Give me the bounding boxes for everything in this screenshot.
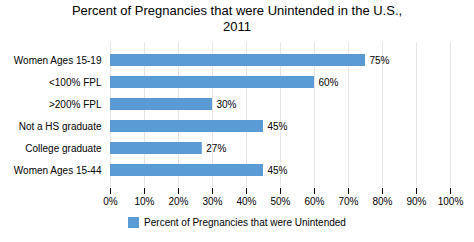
- svg-text:<100% FPL: <100% FPL: [49, 77, 102, 88]
- svg-text:60%: 60%: [304, 196, 324, 207]
- svg-text:100%: 100%: [438, 196, 464, 207]
- svg-text:30%: 30%: [202, 196, 222, 207]
- svg-text:50%: 50%: [270, 196, 290, 207]
- svg-text:20%: 20%: [168, 196, 188, 207]
- html-text:Percent of Pregnancies that we: Percent of Pregnancies that were Uninten…: [71, 3, 403, 34]
- svg-text:90%: 90%: [406, 196, 426, 207]
- html-text:Percent of Pregnancies that we: Percent of Pregnancies that were Uninten…: [144, 216, 346, 228]
- svg-text:45%: 45%: [268, 165, 288, 176]
- svg-text:>200% FPL: >200% FPL: [49, 99, 102, 110]
- svg-text:70%: 70%: [338, 196, 358, 207]
- svg-text:Women Ages 15-44: Women Ages 15-44: [14, 165, 102, 176]
- svg-text:College graduate: College graduate: [25, 143, 102, 154]
- svg-text:Women Ages 15-19: Women Ages 15-19: [14, 55, 102, 66]
- svg-text:10%: 10%: [134, 196, 154, 207]
- svg-text:60%: 60%: [319, 77, 339, 88]
- svg-text:45%: 45%: [268, 121, 288, 132]
- svg-text:27%: 27%: [206, 143, 226, 154]
- svg-text:75%: 75%: [370, 55, 390, 66]
- svg-text:80%: 80%: [372, 196, 392, 207]
- svg-text:0%: 0%: [103, 196, 118, 207]
- svg-text:30%: 30%: [217, 99, 237, 110]
- svg-text:40%: 40%: [236, 196, 256, 207]
- svg-text:Not a HS graduate: Not a HS graduate: [19, 121, 102, 132]
